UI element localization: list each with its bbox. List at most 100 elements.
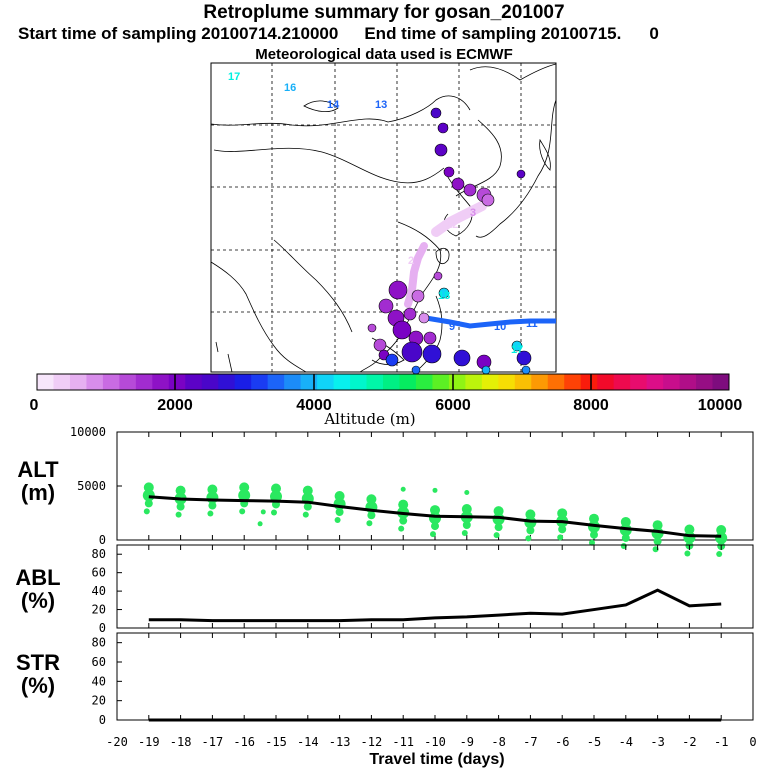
x-axis-title: Travel time (days) (369, 751, 504, 768)
colorbar-swatch (317, 374, 335, 390)
alt-particle-cluster (175, 485, 186, 496)
alt-particle-cluster (366, 520, 373, 527)
y-tick-label: 40 (92, 584, 106, 598)
colorbar-title: Altitude (m) (323, 410, 415, 428)
abl-panel-unit: (%) (21, 588, 55, 613)
map-panel: 17 16 14 13 12 2 3 9 10 11 17 18 (210, 62, 557, 375)
plume-segment-ne (431, 201, 487, 237)
plume-cluster-dot (451, 177, 465, 191)
alt-particle-cluster (430, 505, 440, 516)
alt-particle-cluster (239, 508, 246, 515)
x-tick-label: -14 (297, 735, 319, 749)
alt-particle-cluster (620, 516, 631, 527)
colorbar-swatch (564, 374, 582, 390)
plume-track (425, 315, 556, 329)
alt-particle-cluster (716, 525, 727, 536)
alt-particle-cluster (589, 513, 599, 524)
chart-title: Retroplume summary for gosan_201007 (203, 2, 565, 23)
alt-particle-cluster (302, 485, 313, 496)
colorbar-swatch (37, 374, 54, 390)
colorbar-swatch (152, 374, 170, 390)
alt-particle-cluster (432, 487, 438, 493)
alt-particle-cluster (461, 530, 468, 536)
colorbar-swatch (168, 374, 186, 390)
x-axis-tick-labels: -20 -19 -18 -17 -16 -15 -14 -13 -12 -11 -10 -9 -8 -7-… (106, 735, 756, 749)
altitude-colorbar (36, 373, 730, 391)
colorbar-swatch (53, 374, 71, 390)
x-tick-label: -11 (392, 735, 414, 749)
plume-cluster-dot (411, 289, 425, 303)
plume-cluster-dot (443, 166, 455, 178)
y-tick-label: 20 (92, 603, 106, 617)
x-tick-label: -8 (491, 735, 505, 749)
x-tick-label: -19 (138, 735, 160, 749)
x-tick-label: 0 (749, 735, 756, 749)
alt-particle-cluster (431, 522, 439, 531)
y-tick-label: 80 (92, 547, 106, 561)
x-tick-label: -6 (555, 735, 569, 749)
colorbar-tick: 8000 (573, 397, 609, 414)
map-label-day: 2 (408, 255, 414, 267)
alt-particle-cluster (366, 494, 377, 505)
plume-cluster-dot (516, 350, 532, 366)
alt-particle-cluster (400, 486, 406, 492)
alt-particle-cluster (557, 508, 568, 519)
colorbar-swatch (185, 374, 203, 390)
alt-particle-cluster (207, 484, 218, 495)
map-label-day: 16 (284, 82, 296, 94)
panel-frame (116, 632, 754, 721)
plume-cluster-dot (423, 331, 437, 345)
alt-particle-cluster (271, 509, 277, 516)
alt-panel-unit: (m) (21, 480, 55, 505)
plume-cluster-dot (367, 323, 377, 333)
colorbar-tick: 10000 (698, 397, 743, 414)
colorbar-swatch (234, 374, 252, 390)
y-tick-label: 10000 (70, 425, 106, 439)
sampling-times: Start time of sampling 20100714.210000 En… (18, 24, 768, 44)
x-tick-label: -16 (233, 735, 255, 749)
plume-cluster-dot (434, 143, 448, 157)
alt-particle-cluster (716, 551, 723, 558)
alt-particle-cluster (175, 511, 182, 518)
map-label-day: 18 (438, 290, 450, 302)
map-label-day: 13 (375, 99, 387, 111)
alt-particle-cluster (557, 534, 564, 541)
colorbar-swatch (613, 374, 631, 390)
colorbar-swatch (531, 374, 549, 390)
alt-particle-cluster (144, 499, 153, 508)
y-tick-label: 60 (92, 655, 106, 669)
alt-particle-cluster (271, 483, 281, 494)
colorbar-swatch (69, 374, 87, 390)
x-tick-label: -2 (682, 735, 696, 749)
alt-particle-cluster (238, 489, 251, 502)
plume-cluster-dot (516, 169, 526, 179)
x-tick-label: -20 (106, 735, 128, 749)
end-time-suffix: 0 (649, 24, 659, 43)
alt-particle-cluster (143, 508, 150, 515)
colorbar-tick: 0 (30, 397, 39, 414)
colorbar-swatch (597, 374, 615, 390)
plume-cluster-dot (373, 338, 387, 352)
map-label-day: 17 (511, 344, 523, 356)
colorbar-swatch (350, 374, 368, 390)
plume-cluster-dot (437, 122, 449, 134)
colorbar-swatch (218, 374, 236, 390)
panel-frame (116, 544, 754, 629)
alt-particle-cluster (525, 509, 536, 520)
x-tick-label: -7 (523, 735, 537, 749)
colorbar-swatch (86, 374, 104, 390)
colorbar-swatch (383, 374, 400, 390)
plume-cluster-dot (418, 312, 430, 324)
y-tick-label: 40 (92, 674, 106, 688)
alt-particle-cluster (493, 506, 504, 517)
alt-particle-cluster (430, 531, 436, 538)
colorbar-swatch (498, 374, 516, 390)
alt-particle-cluster (207, 510, 214, 517)
y-tick-label: 0 (99, 533, 106, 547)
colorbar-swatch (267, 374, 285, 390)
map-frame (210, 62, 557, 373)
str-panel-unit: (%) (21, 673, 55, 698)
x-tick-label: -15 (265, 735, 287, 749)
alt-particle-cluster (208, 501, 217, 510)
